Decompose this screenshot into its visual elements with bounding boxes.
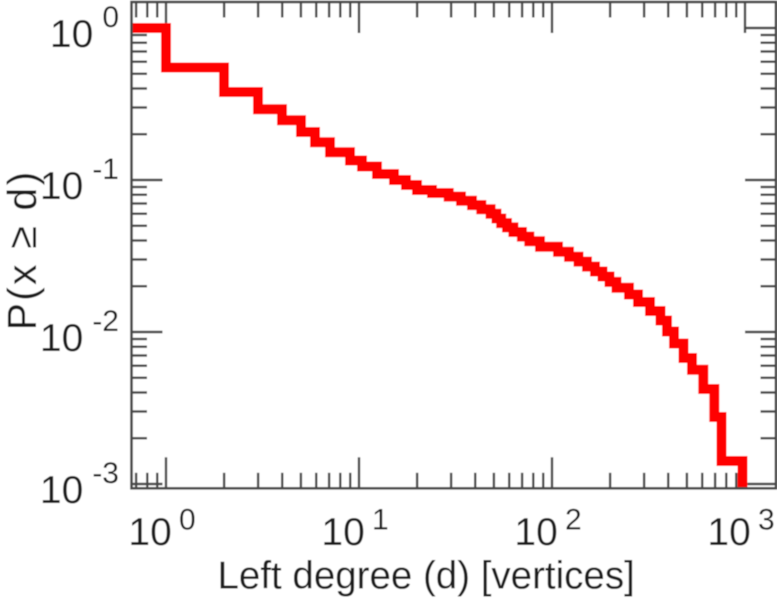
svg-text:10: 10 [128,511,171,554]
svg-text:10: 10 [321,511,364,554]
svg-text:1: 1 [372,504,389,537]
svg-text:0: 0 [179,504,196,537]
svg-text:3: 3 [758,504,775,537]
svg-text:10: 10 [40,469,83,512]
svg-text:-3: -3 [92,457,119,490]
svg-text:Left degree (d) [vertices]: Left degree (d) [vertices] [218,555,635,598]
svg-text:2: 2 [565,504,582,537]
svg-text:10: 10 [40,165,83,208]
svg-text:-2: -2 [92,305,119,338]
svg-text:10: 10 [40,317,83,360]
svg-text:10: 10 [707,511,750,554]
svg-text:10: 10 [514,511,557,554]
svg-text:10: 10 [50,13,93,56]
svg-text:0: 0 [102,1,119,34]
svg-text:-1: -1 [92,153,119,186]
svg-text:P(x ≥ d): P(x ≥ d) [0,170,45,331]
